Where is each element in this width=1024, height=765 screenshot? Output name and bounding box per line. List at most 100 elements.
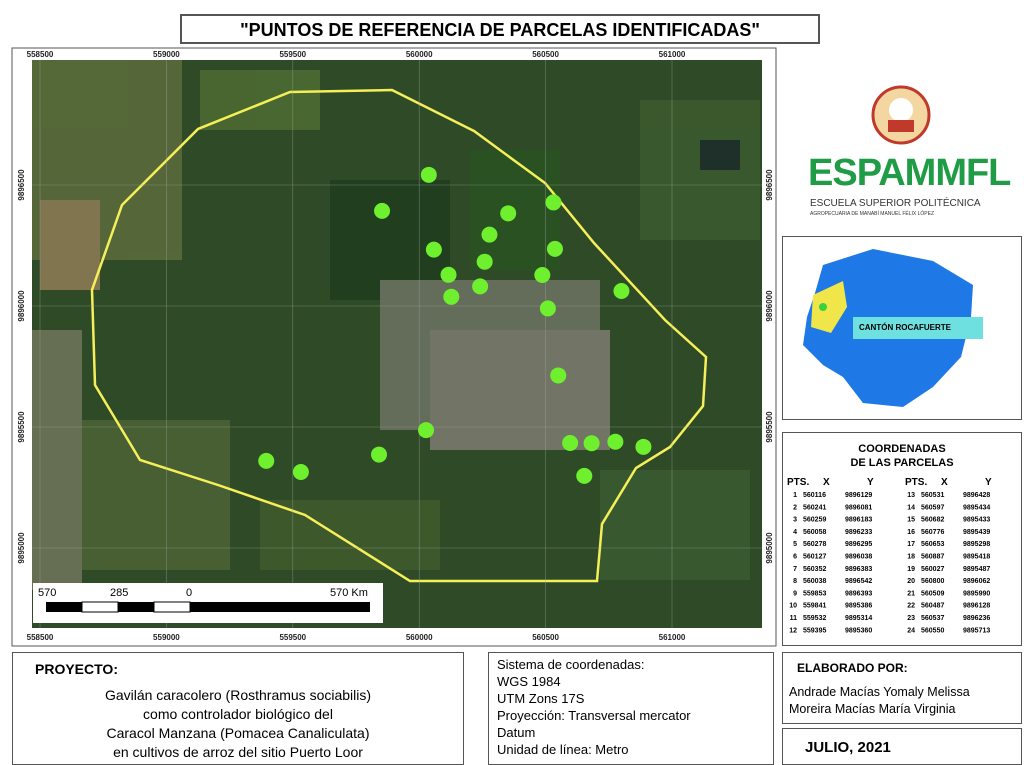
table-cell: 9896295 — [845, 541, 872, 548]
table-cell: 9896236 — [963, 615, 990, 622]
y-tick-label: 9896000 — [765, 290, 774, 322]
y-tick-label: 9895000 — [17, 532, 26, 564]
table-cell: 9896383 — [845, 566, 872, 573]
table-cell: 9895713 — [963, 627, 990, 634]
table-header: PTS. — [905, 477, 927, 488]
x-tick-label: 559500 — [279, 633, 306, 642]
table-header: Y — [985, 477, 992, 488]
plot-point — [540, 300, 556, 316]
scale-seg — [154, 602, 190, 612]
plot-point — [545, 194, 561, 210]
date-box: JULIO, 2021 — [782, 728, 1022, 765]
table-header: X — [941, 477, 948, 488]
table-cell: 17 — [907, 541, 915, 548]
inset-box: CANTÓN ROCAFUERTE — [782, 236, 1022, 420]
table-cell: 9895990 — [963, 590, 990, 597]
project-line: Gavilán caracolero (Rosthramus sociabili… — [13, 687, 463, 703]
y-tick-label: 9896500 — [17, 169, 26, 201]
x-tick-label: 561000 — [659, 633, 686, 642]
scale-seg — [46, 602, 82, 612]
table-cell: 560537 — [921, 615, 944, 622]
scale-label: 285 — [110, 587, 128, 599]
plot-point — [481, 227, 497, 243]
x-tick-label: 559000 — [153, 633, 180, 642]
table-cell: 9895360 — [845, 627, 872, 634]
plot-point — [613, 283, 629, 299]
logo-line: AGROPECUARIA DE MANABÍ MANUEL FÉLIX LÓPE… — [810, 211, 934, 217]
table-cell: 9895386 — [845, 603, 872, 610]
table-cell: 9896428 — [963, 492, 990, 499]
table-cell: 560597 — [921, 504, 944, 511]
table-cell: 9896233 — [845, 529, 872, 536]
plot-point — [374, 203, 390, 219]
table-cell: 560550 — [921, 627, 944, 634]
x-tick-label: 560000 — [406, 50, 433, 59]
project-heading: PROYECTO: — [35, 661, 118, 677]
scale-label: 0 — [186, 587, 192, 599]
table-cell: 9895487 — [963, 566, 990, 573]
table-cell: 9896129 — [845, 492, 872, 499]
x-tick-label: 558500 — [27, 50, 54, 59]
project-line: Caracol Manzana (Pomacea Canaliculata) — [13, 725, 463, 741]
x-tick-label: 561000 — [659, 50, 686, 59]
table-cell: 560776 — [921, 529, 944, 536]
table-cell: 560058 — [803, 529, 826, 536]
table-header: X — [823, 477, 830, 488]
table-cell: 23 — [907, 615, 915, 622]
system-line: UTM Zons 17S — [497, 691, 584, 706]
table-cell: 2 — [793, 504, 797, 511]
table-cell: 560531 — [921, 492, 944, 499]
plot-point — [562, 435, 578, 451]
map-sheet: "PUNTOS DE REFERENCIA DE PARCELAS IDENTI… — [0, 0, 1024, 765]
table-cell: 559532 — [803, 615, 826, 622]
table-cell: 9896542 — [845, 578, 872, 585]
table-cell: 6 — [793, 554, 797, 561]
scale-seg — [82, 602, 118, 612]
table-cell: 560278 — [803, 541, 826, 548]
x-tick-label: 558500 — [27, 633, 54, 642]
project-line: en cultivos de arroz del sitio Puerto Lo… — [13, 744, 463, 760]
table-cell: 11 — [790, 615, 798, 622]
table-cell: 9896183 — [845, 517, 872, 524]
x-tick-label: 559500 — [279, 50, 306, 59]
table-cell: 21 — [907, 590, 915, 597]
table-cell: 10 — [789, 603, 797, 610]
system-line: Datum — [497, 725, 535, 740]
table-cell: 9895434 — [963, 504, 990, 511]
table-cell: 15 — [907, 517, 915, 524]
table-cell: 20 — [907, 578, 915, 585]
y-tick-label: 9895500 — [17, 411, 26, 443]
plot-point — [441, 267, 457, 283]
scale-label: 570 Km — [330, 587, 368, 599]
table-cell: 559853 — [803, 590, 826, 597]
author-line: Andrade Macías Yomaly Melissa — [789, 685, 970, 699]
table-header: Y — [867, 477, 874, 488]
plot-point — [443, 289, 459, 305]
scale-seg — [118, 602, 154, 612]
table-header: PTS. — [787, 477, 809, 488]
table-cell: 14 — [907, 504, 915, 511]
author-line: Moreira Macías María Virginia — [789, 702, 956, 716]
system-line: Proyección: Transversal mercator — [497, 708, 691, 723]
table-cell: 9896038 — [845, 554, 872, 561]
table-cell: 560127 — [803, 554, 826, 561]
system-line: WGS 1984 — [497, 674, 561, 689]
table-cell: 22 — [907, 603, 915, 610]
project-line: como controlador biológico del — [13, 706, 463, 722]
project-box: PROYECTO: Gavilán caracolero (Rosthramus… — [12, 652, 464, 765]
table-cell: 19 — [907, 566, 915, 573]
table-cell: 9895439 — [963, 529, 990, 536]
map-frame: 570 285 0 570 Km 55850055850055900055900… — [0, 0, 780, 650]
table-cell: 9 — [793, 590, 797, 597]
table-cell: 7 — [793, 566, 797, 573]
table-cell: 16 — [907, 529, 915, 536]
plot-point — [550, 367, 566, 383]
y-tick-label: 9895000 — [765, 532, 774, 564]
table-cell: 560038 — [803, 578, 826, 585]
table-cell: 560352 — [803, 566, 826, 573]
table-cell: 560487 — [921, 603, 944, 610]
table-cell: 560509 — [921, 590, 944, 597]
table-cell: 5 — [793, 541, 797, 548]
